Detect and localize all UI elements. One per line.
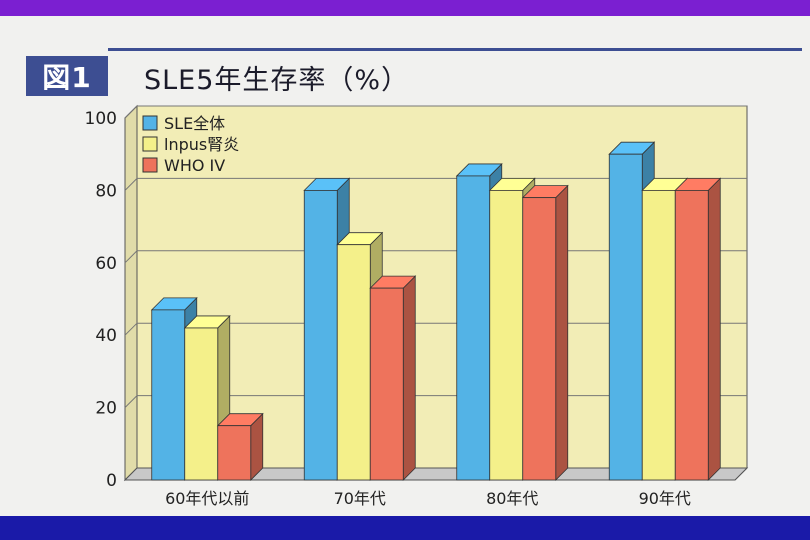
bar-front [522, 197, 557, 481]
x-axis-ticks: 60年代以前 70年代 80年代 90年代 [165, 489, 691, 508]
legend-swatch [142, 157, 158, 173]
legend-swatch [142, 136, 158, 152]
legend-label: WHO IV [164, 156, 225, 175]
bar-front [217, 425, 252, 481]
left-wall [124, 104, 138, 482]
bar-side [402, 275, 416, 481]
legend-item: WHO IV [142, 156, 225, 175]
bottom-frame-band [0, 516, 810, 540]
x-tick-label: 80年代 [486, 489, 538, 508]
bars [150, 141, 722, 481]
legend: SLE全体 lnpus腎炎 WHO IV [142, 114, 239, 175]
x-tick-label: 90年代 [639, 489, 691, 508]
y-tick-label: 80 [95, 181, 117, 201]
y-tick-label: 60 [95, 254, 117, 274]
legend-swatch [142, 115, 158, 131]
y-tick-label: 40 [95, 326, 117, 346]
bar-front [674, 189, 709, 481]
bar-front [336, 244, 371, 481]
bar-front [456, 175, 491, 481]
bar-front [184, 327, 219, 481]
y-axis-ticks: 0 20 40 60 80 100 [85, 109, 117, 491]
bar-front [151, 309, 186, 481]
bar [674, 177, 722, 481]
title-rule [108, 48, 802, 51]
y-tick-label: 0 [106, 471, 117, 491]
x-tick-label: 70年代 [334, 489, 386, 508]
y-tick-label: 20 [95, 399, 117, 419]
bar-front [303, 189, 338, 481]
bar [216, 412, 264, 481]
top-frame-band [0, 0, 810, 16]
x-tick-label: 60年代以前 [165, 489, 249, 508]
y-tick-label: 100 [85, 109, 117, 129]
bar-side [707, 177, 721, 481]
bar [369, 275, 417, 481]
legend-item: lnpus腎炎 [142, 135, 239, 154]
bar-front [369, 287, 404, 481]
legend-item: SLE全体 [142, 114, 225, 133]
gridline [124, 105, 747, 119]
legend-label: lnpus腎炎 [164, 135, 239, 154]
bar-side [555, 184, 569, 481]
gridline [124, 177, 747, 191]
bar [521, 184, 569, 481]
chart-title: SLE5年生存率（%） [144, 65, 410, 96]
bar-front [489, 189, 524, 481]
bar-front [641, 189, 676, 481]
legend-label: SLE全体 [164, 114, 225, 133]
figure-label-badge: 図1 [26, 56, 108, 96]
bar-front [608, 153, 643, 481]
